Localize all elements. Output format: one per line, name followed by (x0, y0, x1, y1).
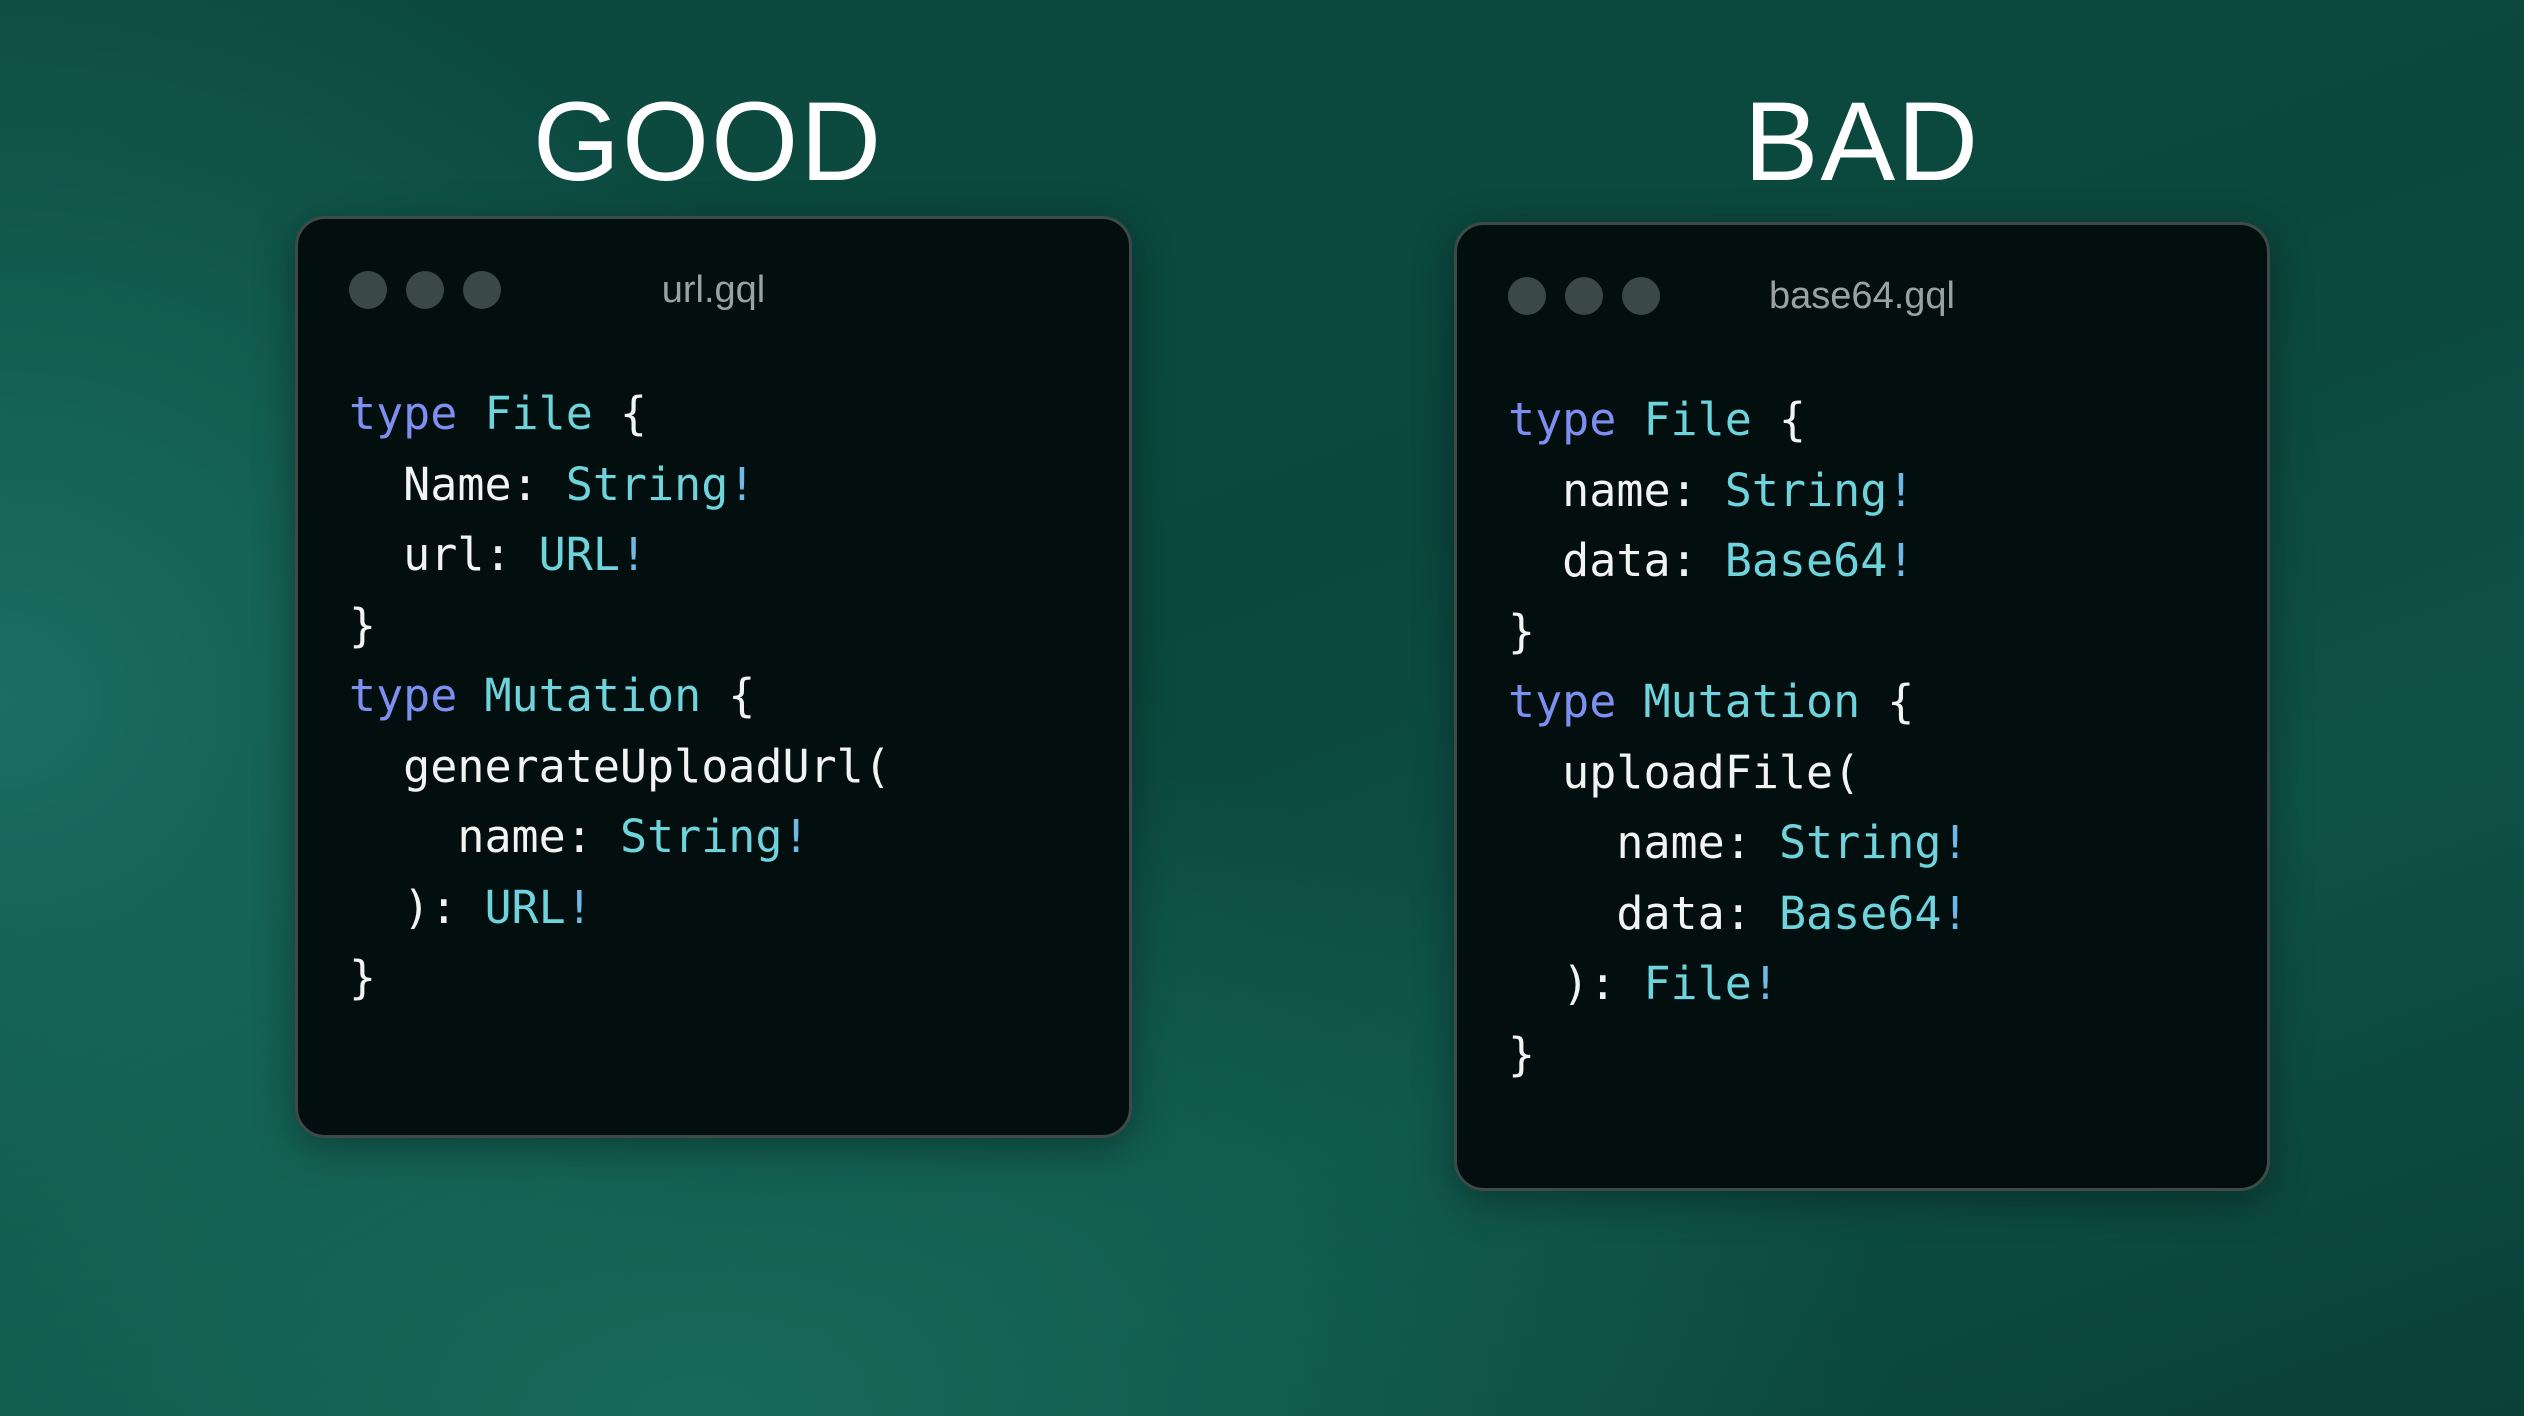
code-line: type File { (1508, 385, 1969, 456)
code-line: ): URL! (349, 873, 891, 944)
code-token: Mutation (1643, 675, 1861, 728)
code-line: name: String! (349, 802, 891, 873)
code-token: String (619, 810, 783, 863)
filename: url.gql (661, 269, 766, 311)
code-line: data: Base64! (1508, 879, 1969, 950)
code-line: } (349, 943, 891, 1014)
code-line: data: Base64! (1508, 526, 1969, 597)
code-token: Base64 (1778, 886, 1942, 940)
code-token: generateUploadUrl( (349, 739, 891, 793)
code-token: { (592, 387, 648, 440)
code-token: ! (782, 810, 810, 863)
code-token: name: (349, 810, 620, 863)
minimize-dot-icon (1565, 277, 1603, 315)
code-line: } (349, 591, 891, 662)
code-token: type (349, 387, 458, 440)
code-line: } (1508, 597, 1969, 668)
code-token: ): (1508, 957, 1644, 1010)
bad-code-window: base64.gql type File { name: String! dat… (1454, 222, 2270, 1191)
code-line: type File { (349, 379, 891, 450)
code-token: Name: (349, 457, 566, 511)
code-line: name: String! (1508, 808, 1969, 879)
code-line: } (1508, 1020, 1969, 1091)
code-block: type File { name: String! data: Base64!}… (1508, 385, 1969, 1090)
code-line: uploadFile( (1508, 738, 1969, 809)
code-token: ! (1941, 886, 1969, 940)
code-line: ): File! (1508, 949, 1969, 1020)
code-token: Mutation (484, 669, 702, 722)
good-code-window: url.gql type File { Name: String! url: U… (295, 216, 1132, 1138)
code-token: } (1508, 1027, 1536, 1081)
code-token: { (1860, 675, 1915, 728)
good-heading: GOOD (532, 79, 884, 204)
code-token: name: (1508, 463, 1725, 517)
maximize-dot-icon (1622, 277, 1660, 315)
bad-heading: BAD (1743, 79, 1981, 204)
code-token: } (349, 951, 377, 1004)
code-token: ): (349, 880, 485, 934)
code-token: String (1778, 816, 1942, 869)
code-token: String (565, 457, 729, 511)
window-controls (349, 271, 501, 309)
code-token: } (1508, 604, 1536, 658)
code-token: type (1508, 675, 1617, 728)
code-token: ! (619, 528, 648, 581)
code-line: url: URL! (349, 520, 891, 591)
filename: base64.gql (1769, 275, 1955, 317)
code-token (457, 669, 484, 722)
code-token: type (1508, 393, 1617, 446)
maximize-dot-icon (463, 271, 501, 309)
code-line: name: String! (1508, 456, 1969, 527)
code-token: data: (1508, 534, 1725, 587)
code-token: URL (538, 528, 620, 581)
code-token: ! (1941, 816, 1969, 869)
code-token: ! (1887, 463, 1915, 517)
code-token: File (484, 387, 593, 440)
window-controls (1508, 277, 1660, 315)
code-token (1616, 393, 1643, 446)
code-token: URL (484, 880, 566, 934)
minimize-dot-icon (406, 271, 444, 309)
code-line: type Mutation { (349, 661, 891, 732)
code-token: ! (728, 457, 756, 511)
code-line: type Mutation { (1508, 667, 1969, 738)
code-token: { (1751, 393, 1807, 446)
code-token (1616, 675, 1643, 728)
close-dot-icon (349, 271, 387, 309)
code-token: ! (1887, 534, 1915, 587)
code-token: name: (1508, 816, 1779, 869)
close-dot-icon (1508, 277, 1546, 315)
code-token: ! (565, 880, 593, 934)
code-line: Name: String! (349, 450, 891, 521)
code-token: File (1643, 957, 1752, 1010)
code-block: type File { Name: String! url: URL!} type… (349, 379, 891, 1014)
code-token (457, 387, 484, 440)
code-line: generateUploadUrl( (349, 732, 891, 803)
code-token: uploadFile( (1508, 745, 1861, 799)
code-token: Base64 (1724, 534, 1888, 587)
code-token: data: (1508, 886, 1779, 940)
code-token: { (701, 669, 756, 722)
code-token: ! (1751, 957, 1779, 1010)
code-token: url: (349, 528, 539, 581)
code-token: File (1643, 393, 1752, 446)
code-token: } (349, 598, 377, 652)
code-token: String (1724, 463, 1888, 517)
code-token: type (349, 669, 458, 722)
